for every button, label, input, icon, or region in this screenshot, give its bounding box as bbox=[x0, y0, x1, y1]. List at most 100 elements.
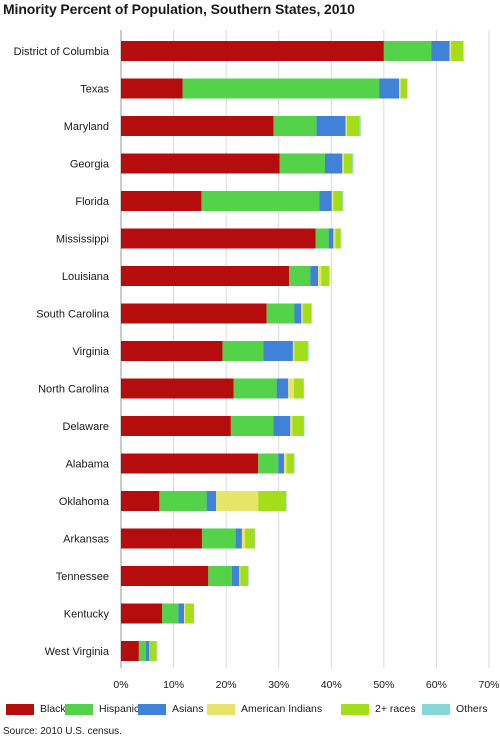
bar-arkansas-asians bbox=[235, 528, 242, 549]
bar-maryland-hispanics bbox=[273, 116, 317, 136]
bar-louisiana-hispanics bbox=[289, 266, 311, 286]
bar-arkansas-2-races bbox=[245, 528, 255, 549]
bar-oklahoma-others bbox=[286, 491, 287, 511]
bar-texas-american-indians bbox=[399, 78, 401, 99]
legend-item-others: Others bbox=[422, 703, 488, 715]
bar-virginia-hispanics bbox=[222, 341, 264, 361]
bar-texas-asians bbox=[379, 78, 400, 99]
category-label-florida: Florida bbox=[75, 196, 110, 208]
bar-west-virginia-hispanics bbox=[138, 641, 146, 661]
bar-mississippi-hispanics bbox=[315, 228, 329, 249]
legend-item-american-indians: American Indians bbox=[207, 703, 322, 715]
bar-virginia-blacks bbox=[121, 341, 223, 361]
bar-district-of-columbia-others bbox=[463, 41, 464, 61]
bar-delaware-others bbox=[303, 416, 305, 436]
legend-swatch-2-races bbox=[341, 703, 369, 715]
bar-georgia-2-races bbox=[343, 153, 353, 174]
bar-north-carolina-blacks bbox=[121, 378, 234, 399]
bar-maryland-2-races bbox=[347, 116, 360, 136]
bar-florida-hispanics bbox=[201, 191, 320, 211]
category-label-district-of-columbia: District of Columbia bbox=[14, 46, 110, 58]
bar-district-of-columbia-blacks bbox=[121, 41, 384, 61]
bar-south-carolina-asians bbox=[294, 303, 302, 324]
bar-oklahoma-blacks bbox=[121, 491, 160, 511]
legend-label-others: Others bbox=[456, 703, 488, 715]
bar-tennessee-hispanics bbox=[208, 566, 232, 586]
bar-georgia-others bbox=[352, 153, 354, 174]
bar-kentucky-hispanics bbox=[162, 603, 179, 624]
bar-alabama-others bbox=[293, 453, 295, 474]
bar-arkansas-blacks bbox=[121, 528, 202, 549]
bar-florida-asians bbox=[319, 191, 332, 211]
bar-arkansas-others bbox=[254, 528, 256, 549]
bar-district-of-columbia-asians bbox=[431, 41, 450, 61]
legend-swatch-hispanics bbox=[65, 703, 93, 715]
bar-delaware-asians bbox=[273, 416, 291, 436]
bar-south-carolina-2-races bbox=[302, 303, 312, 324]
tick-labels-layer: 0% 10% 20% 30% 40% 50% 60% 70% bbox=[113, 679, 499, 691]
bar-alabama-american-indians bbox=[283, 453, 287, 474]
bar-west-virginia-2-races bbox=[149, 641, 157, 661]
bar-mississippi-blacks bbox=[121, 228, 316, 249]
category-label-louisiana: Louisiana bbox=[62, 271, 110, 283]
bar-oklahoma-2-races bbox=[258, 491, 287, 511]
bar-maryland-others bbox=[359, 116, 361, 136]
category-label-south-carolina: South Carolina bbox=[36, 309, 110, 321]
legend-item-hispanics: Hispanics bbox=[65, 703, 145, 715]
bar-texas-hispanics bbox=[182, 78, 380, 99]
legend-label-2-races: 2+ races bbox=[375, 703, 416, 715]
bar-arkansas-hispanics bbox=[201, 528, 236, 549]
bar-virginia-asians bbox=[263, 341, 293, 361]
bar-west-virginia-others bbox=[156, 641, 158, 661]
bar-mississippi-american-indians bbox=[333, 228, 336, 249]
bar-arkansas-american-indians bbox=[241, 528, 246, 549]
legend-label-blacks: Blacks bbox=[40, 703, 71, 715]
category-labels-layer: District of Columbia Texas Maryland Georgia… bbox=[14, 46, 110, 658]
bar-kentucky-blacks bbox=[121, 603, 163, 624]
bar-kentucky-2-races bbox=[185, 603, 194, 624]
legend-item-asians: Asians bbox=[138, 703, 204, 715]
legend-swatch-asians bbox=[138, 703, 166, 715]
bar-tennessee-others bbox=[248, 566, 249, 586]
bar-west-virginia-blacks bbox=[121, 641, 139, 661]
bar-mississippi-asians bbox=[328, 228, 334, 249]
bar-alabama-asians bbox=[278, 453, 284, 474]
category-label-texas: Texas bbox=[80, 84, 109, 96]
bar-georgia-blacks bbox=[121, 153, 280, 174]
x-tick-label-7: 70% bbox=[478, 679, 499, 691]
x-tick-label-3: 30% bbox=[268, 679, 289, 691]
bar-north-carolina-2-races bbox=[293, 378, 304, 399]
x-tick-label-5: 50% bbox=[373, 679, 394, 691]
category-label-delaware: Delaware bbox=[63, 421, 109, 433]
bar-louisiana-2-races bbox=[321, 266, 330, 286]
category-label-kentucky: Kentucky bbox=[64, 609, 110, 621]
bar-louisiana-asians bbox=[310, 266, 319, 286]
bar-maryland-blacks bbox=[121, 116, 274, 136]
bar-tennessee-2-races bbox=[240, 566, 249, 586]
bar-alabama-hispanics bbox=[258, 453, 279, 474]
x-tick-label-1: 10% bbox=[163, 679, 184, 691]
legend-item-blacks: Blacks bbox=[6, 703, 71, 715]
bar-west-virginia-american-indians bbox=[149, 641, 150, 661]
bar-south-carolina-others bbox=[311, 303, 312, 324]
category-label-west-virginia: West Virginia bbox=[45, 646, 110, 658]
bar-delaware-hispanics bbox=[230, 416, 274, 436]
category-label-arkansas: Arkansas bbox=[63, 534, 109, 546]
source-note: Source: 2010 U.S. census. bbox=[3, 726, 122, 737]
bar-north-carolina-others bbox=[303, 378, 304, 399]
bar-virginia-others bbox=[307, 341, 309, 361]
bar-florida-others bbox=[342, 191, 344, 211]
bar-north-carolina-asians bbox=[276, 378, 289, 399]
bar-georgia-american-indians bbox=[342, 153, 344, 174]
chart-title: Minority Percent of Population, Southern… bbox=[3, 1, 355, 17]
bar-florida-american-indians bbox=[331, 191, 334, 211]
x-tick-label-6: 60% bbox=[426, 679, 447, 691]
category-label-virginia: Virginia bbox=[73, 346, 110, 358]
legend-swatch-blacks bbox=[6, 703, 34, 715]
bar-kentucky-american-indians bbox=[184, 603, 186, 624]
category-label-north-carolina: North Carolina bbox=[38, 384, 110, 396]
bar-virginia-american-indians bbox=[292, 341, 295, 361]
bar-tennessee-asians bbox=[231, 566, 240, 586]
x-tick-label-4: 40% bbox=[321, 679, 342, 691]
bar-texas-2-races bbox=[400, 78, 407, 99]
